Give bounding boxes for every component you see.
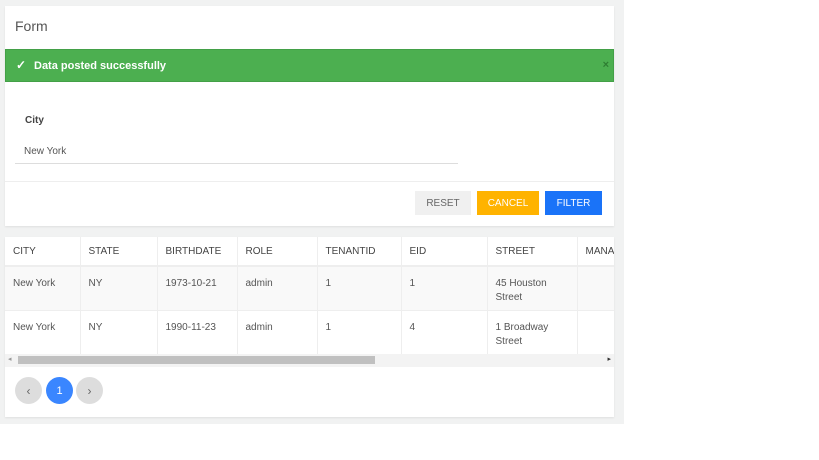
scroll-right-icon[interactable]: ▸: [607, 356, 611, 363]
table-cell: 1990-11-23: [157, 310, 238, 355]
table-cell: 1 Broadway Street: [487, 310, 578, 355]
next-page-button[interactable]: ›: [76, 377, 103, 404]
city-input[interactable]: [15, 140, 458, 164]
table-cell: New York: [5, 310, 81, 355]
table-cell: [577, 266, 614, 311]
check-icon: ✓: [16, 58, 27, 72]
table-cell: [577, 310, 614, 355]
results-card: CITY STATE BIRTHDATE ROLE TENANTID EID STREET M…: [5, 237, 614, 417]
filter-button[interactable]: FILTER: [545, 191, 602, 215]
cancel-button[interactable]: CANCEL: [477, 191, 539, 215]
close-icon[interactable]: ×: [602, 59, 609, 71]
success-alert: ✓ Data posted successfully ×: [5, 49, 614, 82]
table-row[interactable]: New York NY 1990-11-23 admin 1 4 1 Broadway St…: [5, 310, 614, 355]
results-table: CITY STATE BIRTHDATE ROLE TENANTID EID STREET M…: [5, 237, 614, 355]
form-title: Form: [15, 18, 48, 34]
city-label: City: [25, 115, 44, 126]
table-row[interactable]: New York NY 1973-10-21 admin 1 1 45 Houston St…: [5, 266, 614, 311]
column-header[interactable]: STREET: [487, 237, 578, 267]
table-cell: New York: [5, 266, 81, 311]
table-cell: 1973-10-21: [157, 266, 238, 311]
header-row: CITY STATE BIRTHDATE ROLE TENANTID EID STREET M…: [5, 237, 614, 267]
column-header[interactable]: ROLE: [237, 237, 318, 267]
form-card: Form ✓ Data posted successfully × City R…: [5, 6, 614, 226]
table-cell: 1: [317, 266, 402, 311]
column-header[interactable]: STATE: [80, 237, 158, 267]
table-cell: NY: [80, 310, 158, 355]
table-cell: 1: [401, 266, 488, 311]
alert-message: Data posted successfully: [34, 60, 167, 72]
table-cell: admin: [237, 266, 318, 311]
column-header[interactable]: CITY: [5, 237, 81, 267]
column-header[interactable]: EID: [401, 237, 488, 267]
column-header[interactable]: MANAG: [577, 237, 614, 267]
prev-page-button[interactable]: ‹: [15, 377, 42, 404]
column-header[interactable]: TENANTID: [317, 237, 402, 267]
table-cell: NY: [80, 266, 158, 311]
horizontal-scrollbar[interactable]: ◂ ▸: [5, 354, 614, 367]
table-cell: 1: [317, 310, 402, 355]
table-cell: 4: [401, 310, 488, 355]
column-header[interactable]: BIRTHDATE: [157, 237, 238, 267]
divider: [5, 181, 614, 182]
scrollbar-thumb[interactable]: [18, 356, 375, 364]
table-cell: admin: [237, 310, 318, 355]
table-cell: 45 Houston Street: [487, 266, 578, 311]
scroll-left-icon[interactable]: ◂: [8, 356, 12, 363]
reset-button[interactable]: RESET: [415, 191, 471, 215]
page-1-button[interactable]: 1: [46, 377, 73, 404]
